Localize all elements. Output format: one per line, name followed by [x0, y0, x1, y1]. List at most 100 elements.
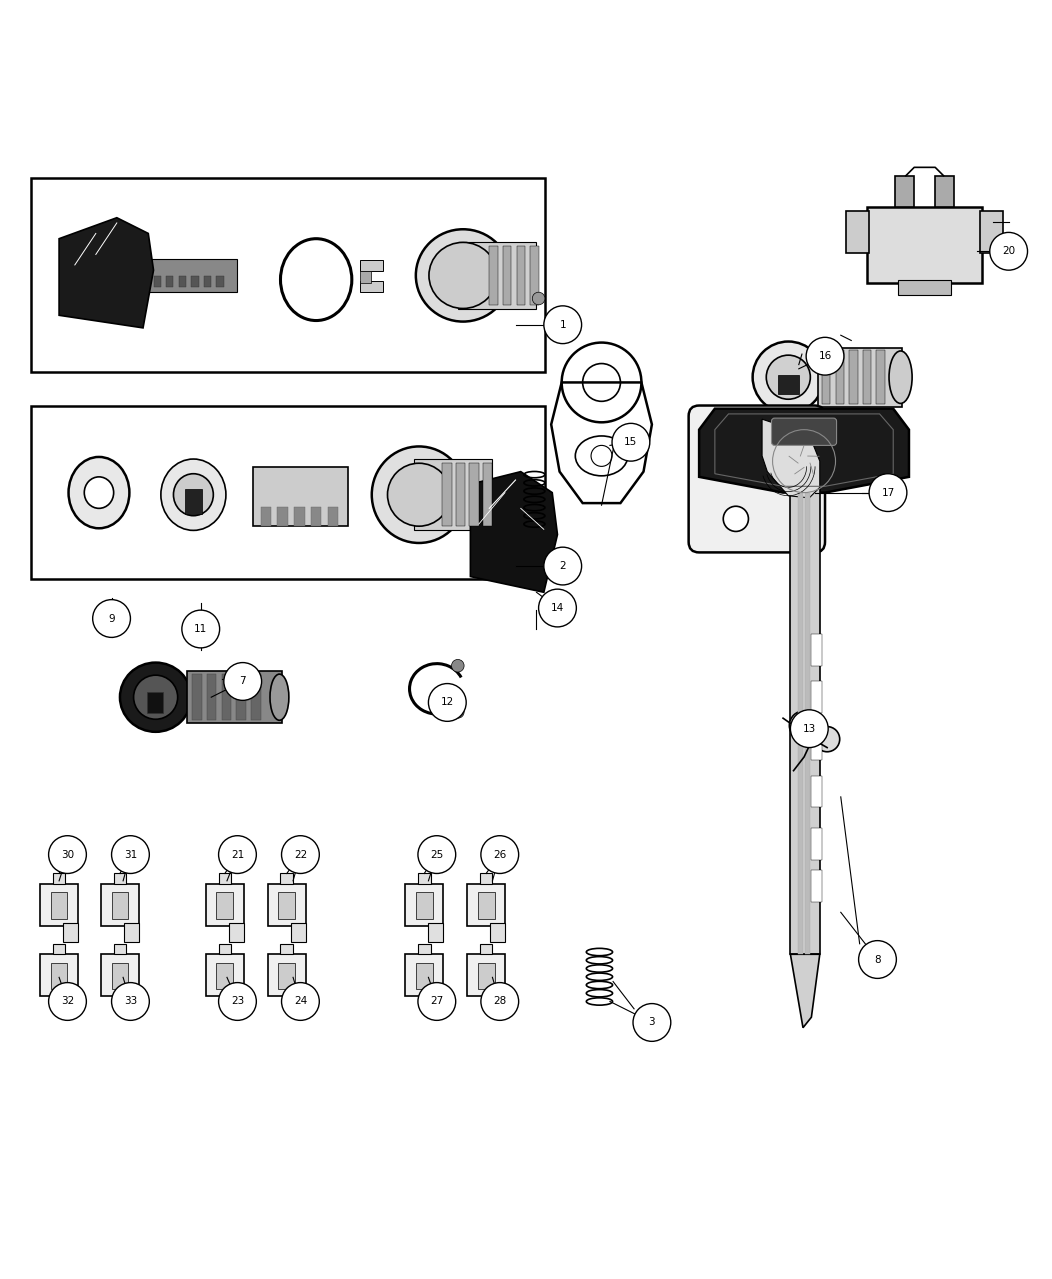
- Text: 24: 24: [294, 996, 307, 1007]
- Bar: [207, 674, 217, 720]
- Bar: [478, 963, 494, 989]
- Circle shape: [544, 547, 582, 585]
- Ellipse shape: [889, 350, 912, 403]
- Bar: [935, 175, 954, 207]
- Bar: [849, 350, 857, 404]
- Ellipse shape: [416, 229, 510, 321]
- Text: 25: 25: [430, 849, 444, 859]
- Bar: [254, 467, 347, 526]
- Text: 20: 20: [1003, 247, 1015, 256]
- Circle shape: [858, 940, 896, 978]
- Ellipse shape: [766, 356, 810, 399]
- Bar: [822, 350, 830, 404]
- Bar: [777, 375, 798, 394]
- Bar: [222, 674, 231, 720]
- Bar: [279, 893, 296, 918]
- Bar: [490, 922, 505, 941]
- Bar: [490, 993, 505, 1012]
- Bar: [480, 944, 492, 954]
- Text: 27: 27: [430, 996, 444, 1007]
- Circle shape: [428, 683, 466, 721]
- Text: 13: 13: [803, 724, 816, 734]
- Bar: [835, 350, 844, 404]
- Circle shape: [869, 473, 907, 512]
- Text: 9: 9: [108, 614, 115, 624]
- Text: 14: 14: [551, 602, 564, 613]
- Bar: [311, 508, 322, 526]
- Bar: [478, 893, 494, 918]
- Bar: [467, 884, 505, 926]
- Circle shape: [814, 726, 839, 752]
- Circle shape: [790, 710, 828, 747]
- Text: 31: 31: [124, 849, 137, 859]
- Circle shape: [481, 982, 519, 1021]
- Bar: [469, 463, 479, 526]
- Bar: [63, 922, 78, 941]
- Bar: [898, 280, 951, 295]
- Bar: [206, 884, 244, 926]
- Bar: [530, 246, 539, 304]
- Bar: [895, 175, 914, 207]
- Bar: [217, 963, 234, 989]
- Bar: [876, 350, 885, 404]
- Bar: [31, 178, 545, 372]
- Bar: [237, 674, 246, 720]
- Bar: [219, 874, 231, 884]
- Bar: [217, 893, 234, 918]
- Text: 12: 12: [441, 697, 453, 707]
- Circle shape: [789, 711, 818, 741]
- Circle shape: [112, 982, 149, 1021]
- Ellipse shape: [174, 473, 214, 515]
- Bar: [428, 922, 443, 941]
- Bar: [418, 874, 430, 884]
- Text: 1: 1: [560, 320, 566, 330]
- Text: 11: 11: [195, 624, 207, 634]
- Bar: [112, 963, 128, 989]
- Bar: [31, 405, 545, 578]
- Ellipse shape: [134, 675, 178, 719]
- Bar: [114, 874, 126, 884]
- Bar: [187, 671, 282, 724]
- Bar: [229, 922, 244, 941]
- Text: 17: 17: [882, 487, 894, 498]
- Bar: [458, 242, 537, 310]
- Bar: [428, 993, 443, 1012]
- Bar: [50, 893, 67, 918]
- Bar: [867, 207, 983, 283]
- Text: 26: 26: [493, 849, 506, 859]
- Circle shape: [544, 306, 582, 344]
- Bar: [811, 829, 822, 859]
- Circle shape: [451, 706, 464, 719]
- Bar: [185, 490, 202, 514]
- Bar: [797, 492, 803, 954]
- Text: 8: 8: [874, 954, 881, 964]
- Circle shape: [112, 835, 149, 874]
- Text: 21: 21: [230, 849, 244, 859]
- Circle shape: [219, 835, 257, 874]
- Ellipse shape: [161, 459, 226, 531]
- Bar: [101, 884, 139, 926]
- Text: 30: 30: [61, 849, 74, 859]
- Bar: [191, 276, 199, 286]
- Bar: [413, 459, 492, 531]
- Circle shape: [539, 590, 576, 627]
- Bar: [811, 634, 822, 666]
- Circle shape: [990, 233, 1028, 270]
- Bar: [251, 674, 261, 720]
- Bar: [40, 884, 78, 926]
- Bar: [112, 893, 128, 918]
- Bar: [147, 692, 163, 712]
- Bar: [281, 944, 294, 954]
- Bar: [483, 463, 492, 526]
- Circle shape: [724, 506, 748, 532]
- Polygon shape: [470, 472, 558, 592]
- Circle shape: [219, 982, 257, 1021]
- Bar: [179, 276, 186, 286]
- Bar: [219, 944, 231, 954]
- Circle shape: [806, 338, 844, 375]
- Bar: [489, 246, 498, 304]
- Text: 16: 16: [818, 352, 832, 361]
- Circle shape: [633, 1004, 671, 1041]
- Bar: [980, 211, 1004, 253]
- Bar: [480, 874, 492, 884]
